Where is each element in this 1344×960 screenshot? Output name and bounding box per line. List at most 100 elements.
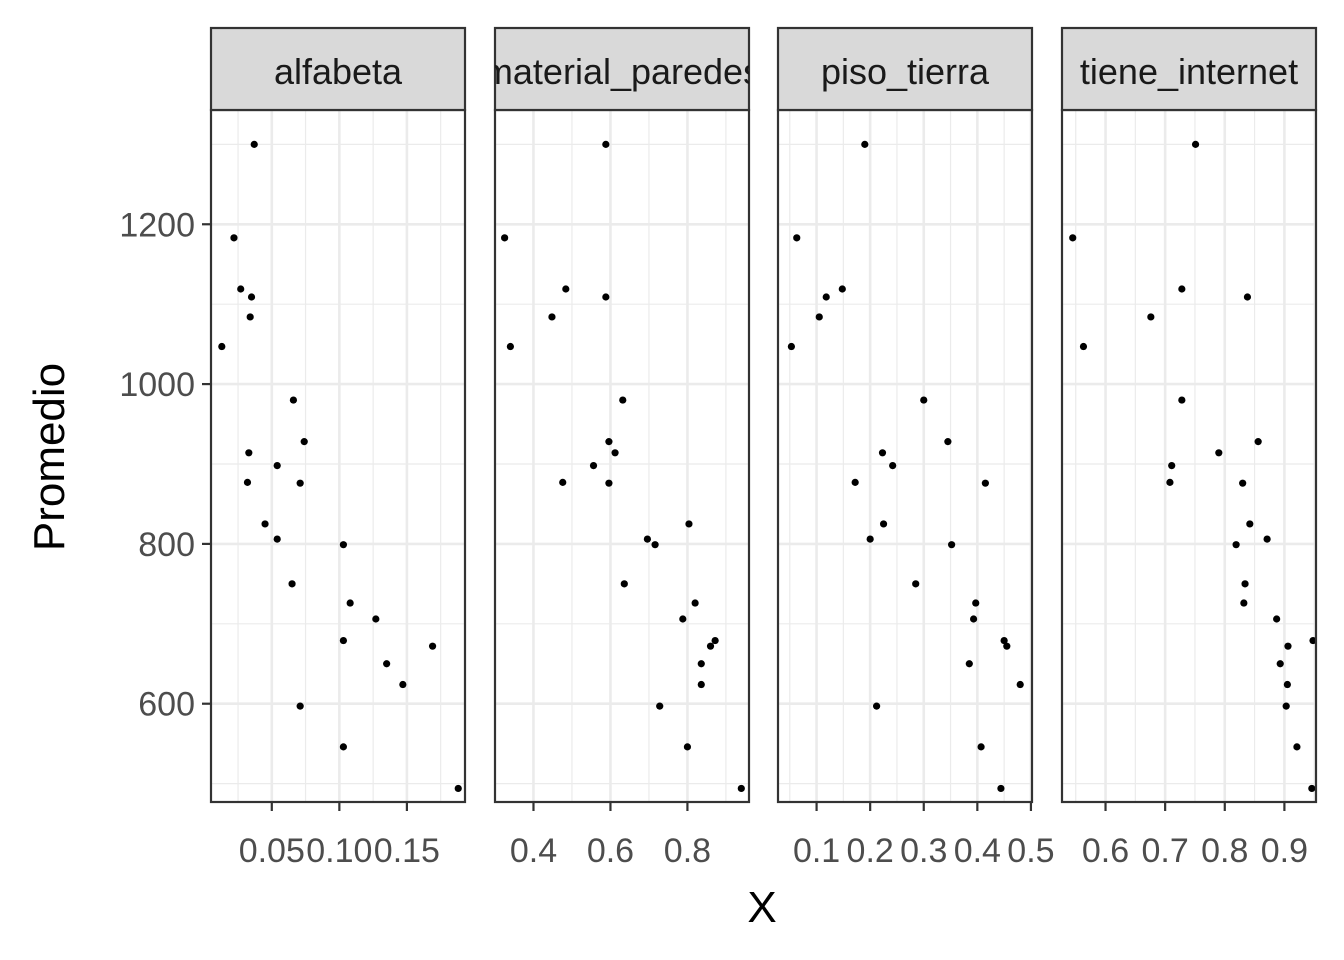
x-tick-label: 0.4	[954, 832, 1001, 870]
x-tick-label: 0.1	[793, 832, 840, 870]
x-tick-label: 0.15	[374, 832, 440, 870]
data-point	[1079, 342, 1088, 351]
data-point	[399, 680, 407, 689]
data-point	[1309, 636, 1316, 645]
facet-strip-label: alfabeta	[274, 51, 403, 92]
data-point	[261, 520, 269, 528]
x-tick-label: 0.6	[1082, 832, 1129, 870]
data-point	[889, 461, 897, 470]
data-point	[1191, 140, 1200, 148]
facet-strip-label: tiene_internet	[1080, 51, 1298, 92]
data-point	[793, 234, 801, 242]
data-point	[501, 234, 509, 242]
data-point	[559, 478, 567, 486]
data-point	[972, 599, 980, 607]
data-point	[912, 580, 920, 588]
data-point	[383, 660, 391, 668]
x-tick-label: 0.8	[1201, 832, 1248, 870]
facet-panel: tiene_internet 0.6 0.7 0.8 0.9	[1060, 26, 1318, 870]
data-point	[620, 580, 628, 588]
data-point	[1246, 520, 1254, 528]
data-point	[1166, 478, 1174, 486]
data-point	[1003, 642, 1011, 650]
data-point	[602, 293, 610, 301]
x-tick-label: 0.6	[587, 832, 634, 870]
data-point	[1284, 642, 1292, 650]
panel-grid	[211, 110, 465, 802]
data-point	[250, 140, 258, 148]
panel-points	[787, 140, 1024, 793]
y-tick-label: 1200	[119, 206, 195, 244]
data-point	[851, 478, 859, 486]
data-point	[711, 636, 719, 645]
facet-panel: material_paredes 0.4 0.6 0.8	[483, 26, 761, 870]
data-point	[878, 449, 887, 457]
data-point	[245, 449, 253, 457]
data-point	[861, 140, 869, 148]
data-point	[273, 535, 281, 543]
y-tick-label: 1000	[119, 366, 195, 404]
data-point	[656, 702, 664, 710]
x-tick-label: 0.9	[1261, 832, 1308, 870]
x-tick-label: 0.7	[1142, 832, 1189, 870]
data-point	[1276, 660, 1284, 668]
data-point	[1243, 293, 1252, 301]
data-point	[1282, 702, 1290, 710]
data-point	[619, 396, 627, 404]
data-point	[247, 293, 256, 301]
facet-strip	[776, 26, 1034, 112]
data-point	[339, 743, 348, 751]
data-point	[920, 396, 928, 404]
x-tick-label: 0.8	[664, 832, 711, 870]
data-point	[589, 461, 598, 470]
data-point	[562, 285, 570, 293]
data-point	[1273, 615, 1281, 623]
panel-points	[1069, 140, 1316, 793]
data-point	[706, 642, 715, 650]
facet-panel: piso_tierra 0.1 0.2 0.3 0.4 0.5	[776, 26, 1055, 870]
data-point	[1263, 535, 1271, 543]
data-point	[691, 599, 699, 607]
y-tick-label: 600	[138, 686, 195, 724]
data-point	[1178, 396, 1186, 404]
data-point	[1168, 461, 1176, 470]
y-axis: 600 800 1000 1200	[119, 206, 211, 724]
data-point	[300, 438, 308, 446]
y-axis-title: Promedio	[25, 363, 74, 551]
data-point	[1000, 636, 1008, 645]
data-point	[1240, 599, 1248, 607]
data-point	[1215, 449, 1223, 457]
data-point	[977, 743, 985, 751]
data-point	[218, 342, 226, 351]
data-point	[243, 478, 252, 486]
facet-panel: alfabeta 0.05 0.10 0.15	[209, 26, 467, 870]
data-point	[787, 342, 795, 351]
x-axis-title: X	[747, 883, 776, 932]
data-point	[506, 342, 514, 351]
data-point	[697, 660, 705, 668]
facet-strip	[493, 26, 751, 112]
data-point	[1232, 541, 1240, 549]
data-point	[372, 615, 380, 623]
data-point	[838, 285, 846, 293]
x-axis: 0.05 0.10 0.15	[239, 802, 440, 870]
x-tick-label: 0.5	[1007, 832, 1054, 870]
data-point	[822, 293, 830, 301]
data-point	[605, 479, 613, 487]
panel-points	[218, 140, 462, 793]
data-point	[246, 313, 254, 321]
data-point	[605, 438, 613, 446]
data-point	[981, 479, 989, 487]
facet-strip-label: material_paredes	[483, 51, 761, 92]
data-point	[965, 660, 973, 668]
data-point	[683, 743, 692, 751]
data-point	[611, 449, 619, 457]
data-point	[1254, 438, 1262, 446]
data-point	[1239, 479, 1247, 487]
data-point	[866, 535, 874, 543]
x-tick-label: 0.3	[900, 832, 947, 870]
data-point	[815, 313, 823, 321]
data-point	[944, 438, 952, 446]
data-point	[1069, 234, 1077, 242]
data-point	[737, 784, 745, 793]
